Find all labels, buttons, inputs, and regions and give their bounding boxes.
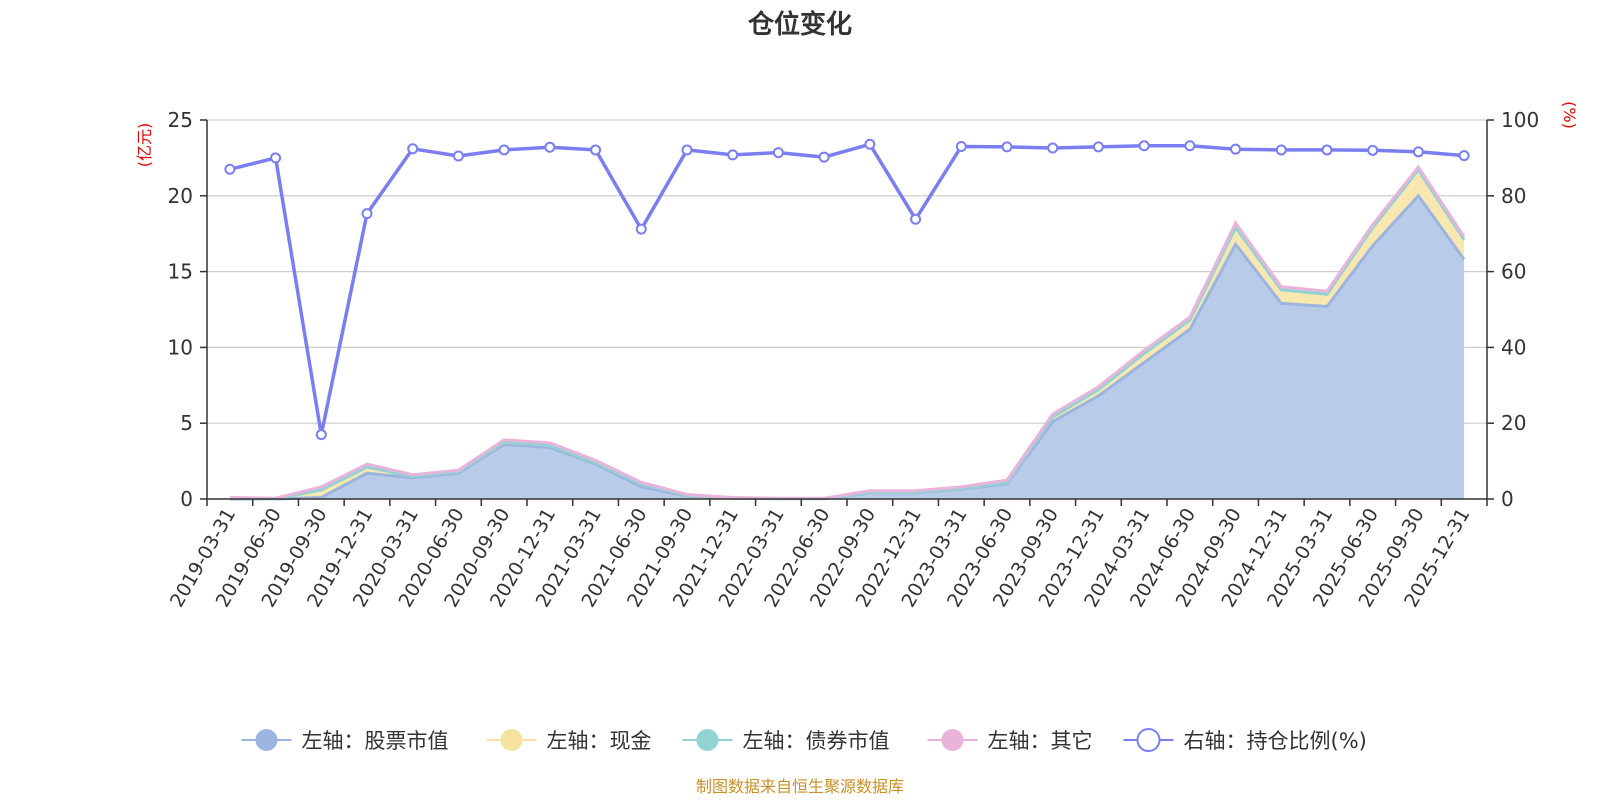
- legend-label: 左轴：现金: [547, 729, 652, 753]
- ratio-point: [1230, 143, 1242, 155]
- left-axis-tick-label: 15: [168, 260, 193, 284]
- x-tick-labels: 2019-03-312019-06-302019-09-302019-12-31…: [166, 505, 1475, 612]
- legend-item: 左轴：其它: [927, 729, 1093, 753]
- ratio-point: [910, 213, 922, 225]
- ratio-point: [1412, 146, 1424, 158]
- ratio-point: [864, 138, 876, 150]
- right-axis-unit: (%): [1560, 101, 1579, 129]
- ratio-point: [452, 150, 464, 162]
- legend-marker: [941, 729, 964, 751]
- ratio-point: [498, 144, 510, 156]
- ratio-point: [1092, 141, 1104, 153]
- left-axis-tick-label: 20: [168, 184, 193, 208]
- legend-label: 左轴：债券市值: [743, 729, 890, 753]
- right-axis-tick-label: 60: [1501, 260, 1526, 284]
- legend-marker: [1136, 728, 1161, 752]
- line-右轴：持仓比例(%): [229, 142, 1465, 437]
- left-axis-tick-label: 0: [180, 487, 193, 511]
- area-左轴：股票市值: [229, 195, 1465, 500]
- ratio-point: [1138, 140, 1150, 152]
- left-axis-tick-label: 10: [168, 335, 193, 359]
- data-source-note: 制图数据来自恒生聚源数据库: [696, 777, 904, 796]
- legend-label: 左轴：股票市值: [302, 729, 449, 753]
- ratio-point: [1184, 140, 1196, 152]
- chart-title: 仓位变化: [747, 9, 852, 40]
- ratio-point: [224, 163, 236, 175]
- right-axis-tick-label: 100: [1501, 108, 1539, 132]
- right-axis-tick-label: 20: [1501, 411, 1526, 435]
- ratio-point: [1047, 142, 1059, 154]
- ratio-point: [361, 208, 373, 220]
- area-edge-左轴：其它: [229, 164, 1466, 500]
- ratio-point: [727, 149, 739, 161]
- left-axis-tick-label: 5: [180, 411, 193, 435]
- ratio-point: [1275, 144, 1287, 156]
- ratio-point: [1458, 150, 1470, 162]
- ratio-point: [772, 147, 784, 159]
- ratio-point: [590, 144, 602, 156]
- legend-label: 左轴：其它: [988, 729, 1093, 753]
- ratio-point: [270, 152, 282, 164]
- ratio-point: [407, 143, 419, 155]
- right-axis-tick-label: 80: [1501, 184, 1526, 208]
- ratio-point: [1367, 144, 1379, 156]
- ratio-line: [224, 138, 1470, 441]
- legend-marker: [255, 729, 278, 751]
- left-axis-tick-label: 25: [168, 108, 193, 132]
- legend-item: 左轴：股票市值: [241, 729, 449, 753]
- right-axis-tick-label: 0: [1501, 487, 1514, 511]
- left-axis-unit: (亿元): [135, 123, 154, 168]
- ratio-point: [544, 141, 556, 153]
- ratio-point: [1001, 141, 1013, 153]
- legend-marker: [500, 729, 523, 751]
- ratio-point: [1321, 144, 1333, 156]
- ratio-point: [635, 223, 647, 235]
- legend-marker: [696, 729, 719, 751]
- legend-item: 左轴：现金: [486, 729, 652, 753]
- stacked-areas: [229, 164, 1466, 501]
- legend-label: 右轴：持仓比例(%): [1184, 729, 1367, 753]
- legend-item: 左轴：债券市值: [682, 729, 890, 753]
- ratio-point: [818, 151, 830, 163]
- axes: 0 5 10 15 20 25 0 20 40 60 80 100: [168, 108, 1540, 511]
- ratio-point: [681, 144, 693, 156]
- legend-item: 右轴：持仓比例(%): [1123, 728, 1367, 753]
- right-axis-tick-label: 40: [1501, 335, 1526, 359]
- ratio-point: [955, 141, 967, 153]
- ratio-point: [315, 429, 327, 441]
- legend: 左轴：股票市值 左轴：现金 左轴：债券市值 左轴：其它 右轴：持仓比例(%): [241, 728, 1367, 753]
